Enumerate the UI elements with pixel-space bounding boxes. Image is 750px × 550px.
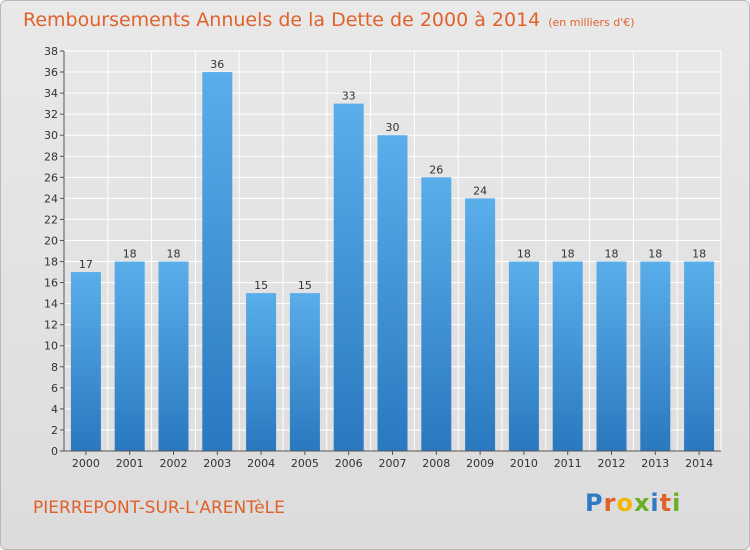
x-tick-label: 2010 [510, 457, 538, 470]
x-tick-label: 2005 [291, 457, 319, 470]
y-tick-label: 24 [44, 192, 58, 205]
y-tick-label: 0 [51, 445, 58, 458]
y-tick-label: 8 [51, 361, 58, 374]
y-tick-label: 14 [44, 298, 58, 311]
bar-value-label: 26 [429, 163, 443, 176]
x-tick-label: 2007 [379, 457, 407, 470]
bar-2012 [596, 261, 627, 451]
y-tick-label: 20 [44, 234, 58, 247]
bar-value-label: 24 [473, 184, 487, 197]
y-tick-label: 30 [44, 129, 58, 142]
bar-2009 [465, 198, 496, 451]
x-tick-label: 2003 [203, 457, 231, 470]
y-tick-label: 18 [44, 256, 58, 269]
bar-2005 [289, 293, 320, 451]
y-tick-label: 10 [44, 340, 58, 353]
x-tick-label: 2012 [598, 457, 626, 470]
bar-2002 [158, 261, 189, 451]
y-tick-label: 26 [44, 171, 58, 184]
y-tick-label: 32 [44, 108, 58, 121]
y-tick-label: 12 [44, 319, 58, 332]
chart-title: Remboursements Annuels de la Dette de 20… [23, 9, 635, 31]
x-tick-label: 2000 [72, 457, 100, 470]
bar-value-label: 18 [123, 248, 137, 261]
y-tick-label: 28 [44, 150, 58, 163]
x-tick-label: 2006 [335, 457, 363, 470]
bar-value-label: 18 [167, 248, 181, 261]
bar-2014 [684, 261, 715, 451]
bar-2008 [421, 177, 452, 451]
bar-2004 [246, 293, 277, 451]
bar-value-label: 33 [342, 90, 356, 103]
bar-value-label: 15 [298, 279, 312, 292]
bar-2013 [640, 261, 671, 451]
bar-value-label: 18 [517, 248, 531, 261]
y-tick-label: 34 [44, 87, 58, 100]
proxiti-logo: Proxiti [585, 489, 682, 517]
x-tick-label: 2001 [116, 457, 144, 470]
x-tick-label: 2008 [422, 457, 450, 470]
x-tick-label: 2014 [685, 457, 713, 470]
bar-2001 [114, 261, 145, 451]
y-tick-label: 38 [44, 45, 58, 58]
bar-value-label: 18 [692, 248, 706, 261]
x-tick-label: 2011 [554, 457, 582, 470]
bar-value-label: 18 [648, 248, 662, 261]
y-tick-label: 2 [51, 424, 58, 437]
bar-2003 [202, 72, 233, 451]
bar-value-label: 17 [79, 258, 93, 271]
commune-name: PIERREPONT-SUR-L'ARENTèLE [33, 498, 285, 518]
bar-2000 [70, 272, 101, 451]
bar-2011 [552, 261, 583, 451]
y-tick-label: 4 [51, 403, 58, 416]
chart-title-text: Remboursements Annuels de la Dette de 20… [23, 9, 541, 31]
bar-value-label: 36 [210, 58, 224, 71]
y-tick-label: 6 [51, 382, 58, 395]
bars: 17 18 18 36 15 15 33 30 26 24 18 18 18 18 18 [70, 58, 715, 452]
y-tick-label: 22 [44, 213, 58, 226]
x-tick-label: 2004 [247, 457, 275, 470]
chart-subtitle: (en milliers d'€) [548, 16, 635, 29]
bar-value-label: 18 [561, 248, 575, 261]
bar-2006 [333, 103, 364, 451]
bar-value-label: 15 [254, 279, 268, 292]
x-tick-label: 2013 [641, 457, 669, 470]
x-tick-label: 2002 [160, 457, 188, 470]
bar-value-label: 18 [605, 248, 619, 261]
bar-2010 [508, 261, 539, 451]
y-tick-label: 16 [44, 277, 58, 290]
y-tick-label: 36 [44, 66, 58, 79]
bar-2007 [377, 135, 408, 452]
bar-value-label: 30 [386, 121, 400, 134]
x-tick-label: 2009 [466, 457, 494, 470]
